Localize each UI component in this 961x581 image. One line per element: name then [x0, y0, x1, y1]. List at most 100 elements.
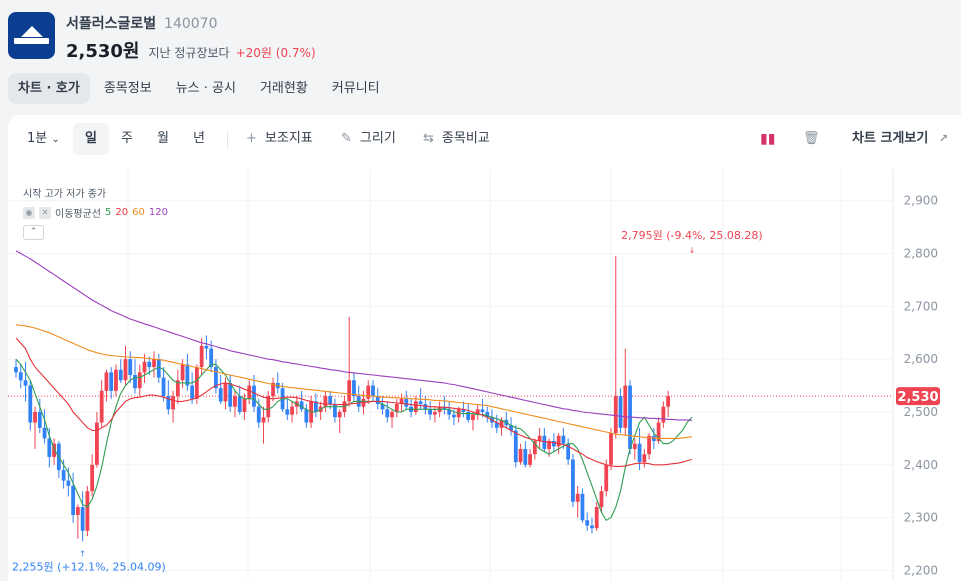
draw-label: 그리기: [359, 131, 396, 146]
high-annotation-arrow: ↓: [689, 246, 696, 255]
stock-name-row: 서플러스글로벌 140070: [66, 13, 218, 33]
y-tick-label: 2,600: [904, 352, 938, 366]
current-price-label: 2,530: [897, 390, 938, 405]
y-tick-label: 2,500: [904, 405, 938, 419]
candle-body: [33, 411, 37, 423]
candle-body: [204, 345, 209, 349]
low-annotation-label: 2,255원 (+12.1%, 25.04.09): [12, 560, 166, 573]
period-year[interactable]: 년: [193, 131, 205, 146]
candle-body: [637, 443, 642, 463]
period-month[interactable]: 월: [157, 131, 169, 146]
tab-news[interactable]: 뉴스 · 공시: [175, 81, 236, 96]
y-tick-label: 2,200: [904, 563, 938, 577]
candle-body: [609, 433, 613, 465]
candle-body: [23, 380, 28, 386]
interval-select[interactable]: 1분 ⌄: [27, 123, 60, 155]
candle-body: [404, 398, 409, 407]
ma-120-line: [15, 250, 692, 421]
close-icon[interactable]: ✕: [39, 206, 51, 219]
ohlc-legend: 시작 고가 저가 종가: [23, 189, 107, 200]
collapse-legend-button[interactable]: ⌃: [23, 225, 44, 240]
candle-body: [175, 380, 180, 397]
tab-chart-orderbook[interactable]: 차트 · 호가: [8, 73, 90, 104]
tab-stock-info[interactable]: 종목정보: [103, 81, 152, 96]
tab-trading[interactable]: 거래현황: [259, 81, 308, 96]
candle-body: [656, 422, 661, 442]
candle-body: [152, 359, 156, 368]
candle-body: [266, 396, 271, 418]
ma-20-line: [15, 337, 693, 467]
candle-body: [585, 520, 590, 526]
candle-body: [375, 396, 380, 405]
candlestick-chart[interactable]: 2,200 2,300 2,400 2,500 2,600 2,700 2,800 2,900…: [8, 115, 961, 581]
candle-body: [114, 369, 118, 391]
candle-body: [632, 443, 637, 449]
candle-body: [571, 459, 575, 502]
eye-icon[interactable]: ◉: [23, 206, 35, 219]
candle-body: [537, 435, 542, 442]
candle-body: [28, 385, 33, 423]
candle-body: [190, 385, 195, 399]
interval-label: 1분: [27, 131, 48, 146]
main-tabs: 차트 · 호가 종목정보 뉴스 · 공시 거래현황 커뮤니티: [8, 73, 394, 104]
draw-button[interactable]: ✎ 그리기: [341, 123, 396, 155]
candle-body: [271, 382, 275, 397]
candle-body: [166, 396, 171, 410]
logo-roof-shape: [21, 26, 43, 37]
candle-body: [613, 396, 618, 434]
candle-body: [471, 414, 475, 420]
candle-body: [580, 493, 585, 521]
candle-body: [509, 425, 513, 431]
candle-body: [137, 372, 142, 389]
expand-label: 차트 크게보기: [852, 131, 929, 146]
candle-body: [494, 422, 499, 428]
y-tick-label: 2,700: [904, 299, 938, 313]
candle-body: [104, 372, 109, 391]
candle-body: [228, 382, 233, 407]
candle-body: [566, 443, 571, 460]
candle-body: [80, 507, 85, 531]
candle-body: [256, 406, 261, 423]
candle-style-icon[interactable]: ▮▮: [760, 131, 776, 147]
candle-body: [418, 401, 423, 405]
candle-body: [428, 409, 433, 415]
candle-body: [594, 507, 599, 529]
candle-body: [556, 435, 561, 447]
candle-body: [480, 409, 485, 412]
candle-body: [394, 404, 399, 412]
candle-body: [252, 385, 256, 407]
ma-5-label: 5: [105, 207, 112, 218]
candle-body: [337, 411, 342, 418]
candle-body: [142, 361, 147, 373]
current-price: 2,530원: [66, 41, 140, 62]
candle-body: [371, 385, 375, 397]
expand-chart-button[interactable]: 차트 크게보기 ↗: [852, 123, 948, 155]
candle-body: [518, 448, 523, 463]
candle-body: [551, 441, 556, 447]
candle-body: [299, 401, 304, 410]
candle-body: [432, 411, 437, 415]
candle-body: [90, 464, 95, 492]
candle-body: [604, 464, 609, 492]
candle-body: [313, 401, 318, 412]
tab-community[interactable]: 커뮤니티: [331, 81, 380, 96]
indicator-button[interactable]: + 보조지표: [246, 123, 313, 155]
y-tick-label: 2,900: [904, 194, 938, 208]
candle-body: [133, 375, 137, 389]
expand-icon: ↗: [938, 132, 949, 145]
stock-name: 서플러스글로벌: [66, 16, 157, 32]
candle-body: [528, 454, 532, 465]
candle-body: [185, 364, 190, 386]
period-day[interactable]: 일: [73, 123, 109, 155]
candle-body: [123, 359, 128, 381]
ma-label: 이동평균선: [55, 209, 101, 220]
company-logo-icon: [8, 12, 55, 59]
period-week[interactable]: 주: [121, 131, 133, 146]
candle-body: [523, 448, 528, 465]
compare-button[interactable]: ⇆ 종목비교: [423, 123, 490, 155]
candle-body: [442, 406, 447, 410]
candle-body: [328, 396, 333, 405]
chevron-down-icon: ⌄: [51, 134, 60, 145]
candle-body: [661, 406, 666, 423]
trash-icon[interactable]: 🗑: [803, 131, 820, 146]
